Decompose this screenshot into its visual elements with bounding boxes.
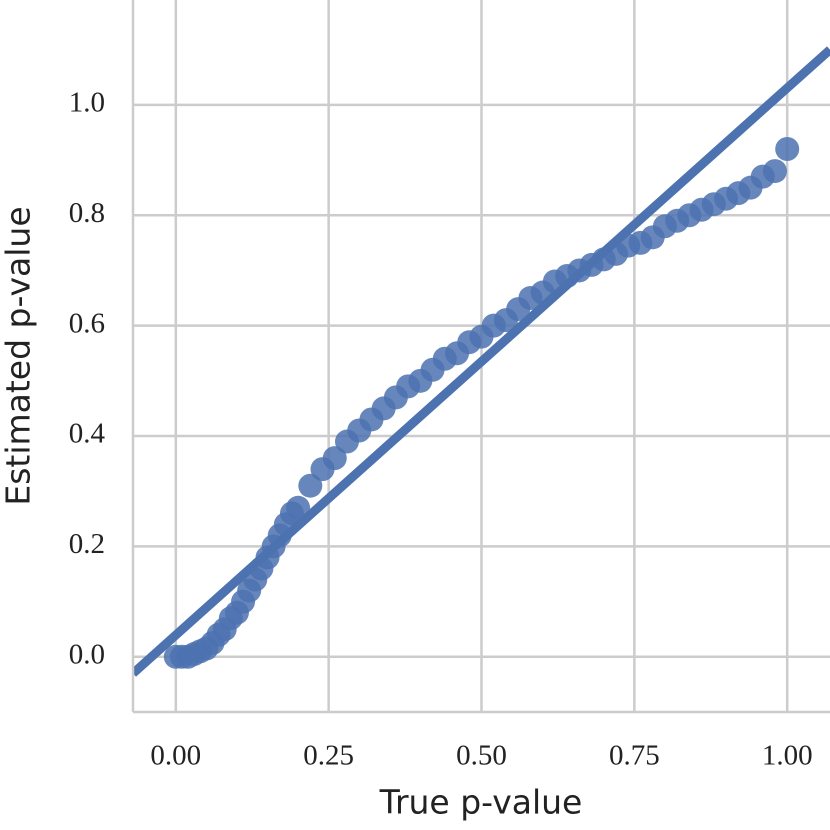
- point: [762, 159, 787, 184]
- point: [286, 495, 311, 520]
- point: [775, 137, 800, 162]
- y-tick-label: 0.0: [69, 638, 105, 670]
- y-axis-label: Estimated p-value: [0, 206, 38, 505]
- y-tick-label: 0.2: [69, 528, 105, 560]
- x-tick-label: 0.50: [456, 740, 507, 772]
- y-tick-label: 0.8: [69, 197, 105, 229]
- y-tick-label: 0.6: [69, 307, 105, 339]
- x-tick-label: 0.75: [609, 740, 660, 772]
- x-tick-label: 0.25: [303, 740, 354, 772]
- plot-area: [133, 46, 830, 677]
- fit-line: [133, 46, 830, 677]
- point: [322, 446, 347, 471]
- point: [298, 473, 323, 498]
- x-tick-label: 0.00: [150, 740, 201, 772]
- tick-labels: 0.00 0.25 0.50 0.75 1.00 0.0 0.2 0.4 0.6 0.8 1.0: [69, 87, 813, 772]
- y-tick-label: 1.0: [69, 87, 105, 119]
- x-axis-label: True p-value: [379, 783, 583, 822]
- y-tick-label: 0.4: [69, 418, 106, 450]
- x-tick-label: 1.00: [762, 740, 813, 772]
